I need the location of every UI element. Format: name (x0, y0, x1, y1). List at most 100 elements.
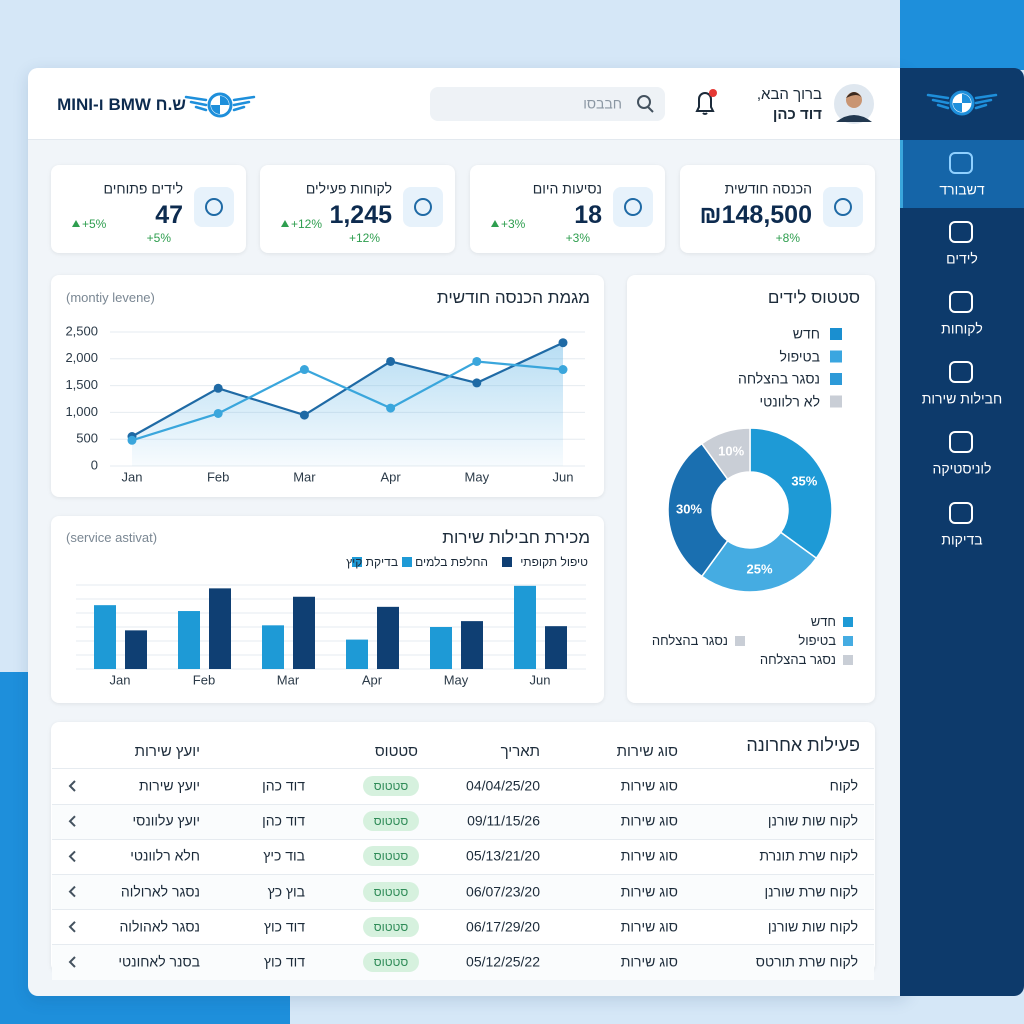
sidebar-active (900, 140, 1024, 208)
accent-top (900, 0, 1024, 70)
kpi-badge: +5% (82, 216, 107, 231)
legend-label: חדש (792, 325, 820, 342)
legend-label: נסגר בהצלחה (651, 633, 728, 649)
chart-subtitle: (montiy levene) (66, 290, 155, 306)
status-pill (363, 881, 419, 902)
table-row (52, 768, 874, 803)
kpi-delta: +8% (775, 230, 800, 245)
table-cell: דוד כוץ (263, 918, 305, 935)
kpi-label: לידים פתוחים (103, 180, 183, 197)
table-cell: 04/04/25/20 (466, 777, 540, 794)
kpi-badge: +3% (501, 216, 526, 231)
table-cell: 09/11/15/26 (467, 812, 540, 829)
status-badge: סטטוס (373, 813, 409, 828)
column-header: סוג שירות (616, 743, 678, 760)
table-cell: לקוח שרת תונרת (759, 847, 858, 864)
brand: ש.ח BMW ו-MINI (57, 94, 186, 114)
table-cell: בוץ כץ (267, 883, 305, 900)
legend-label: בטיפול (779, 348, 820, 365)
kpi-value: ₪148,500 (699, 201, 812, 229)
table-cell: בסנר לאחונטי (118, 953, 200, 970)
status-pill (363, 811, 419, 832)
kpi-value: 47 (155, 201, 183, 229)
kpi-icon (823, 187, 863, 227)
status-pill (363, 952, 419, 972)
nav-item[interactable]: לוניסטיקה (932, 460, 992, 477)
status-badge: סטטוס (373, 778, 409, 793)
user-name: דוד כהן (772, 106, 822, 123)
legend-label: בטיפול (798, 633, 836, 649)
column-header: תאריך (500, 743, 540, 760)
table-cell: לקוח שרת שורנן (764, 883, 858, 900)
table-row (52, 909, 874, 944)
table-row (52, 803, 874, 839)
kpi-badge: +12% (291, 216, 323, 231)
table-cell: בוד כיץ (263, 847, 305, 864)
chart-card (51, 516, 604, 703)
table-cell: לקוח שות שורנן (767, 812, 858, 829)
column-header: יועץ שירות (134, 743, 200, 760)
table-cell: 06/07/23/20 (466, 883, 540, 900)
chart-title: מכירת חבילות שירות (442, 527, 590, 547)
table-row (52, 874, 874, 910)
legend-label: נסגר בהצלחה (737, 370, 820, 387)
table-cell: נסגר לארולוה (120, 883, 200, 900)
greeting: ברוך הבא, (756, 86, 822, 103)
nav-item[interactable]: חבילות שירות (921, 390, 1003, 407)
kpi-label: לקוחות פעילים (305, 180, 392, 197)
kpi-label: הכנסה חודשית (724, 180, 812, 197)
kpi-delta: +5% (146, 230, 171, 245)
kpi-value: 18 (574, 201, 602, 229)
kpi-icon (613, 187, 653, 227)
column-header: סטטוס (374, 743, 418, 760)
table-cell: יועץ עלוונסי (132, 812, 200, 829)
table-cell: סוג שירות (620, 918, 678, 935)
status-badge: סטטוס (373, 919, 409, 934)
table-cell: סוג שירות (620, 777, 678, 794)
table-cell: סוג שירות (620, 847, 678, 864)
legend-label: נסגר בהצלחה (759, 652, 836, 668)
status-badge: סטטוס (373, 884, 409, 899)
table-row (52, 838, 874, 874)
legend-label: טיפול תקופתי (520, 554, 588, 569)
chart-subtitle: (service astivat) (66, 530, 158, 546)
status-pill (363, 916, 419, 937)
status-pill (363, 776, 419, 796)
table-cell: סוג שירות (620, 953, 678, 970)
chart-title: מגמת הכנסה חודשית (436, 287, 590, 307)
table-cell: דוד כוץ (263, 953, 305, 970)
table-cell: חלא רלוונטי (130, 847, 200, 864)
table-row (52, 944, 874, 980)
table-cell: לקוח (829, 777, 858, 794)
table-cell: 06/17/29/20 (466, 918, 540, 935)
search-box (430, 87, 665, 121)
kpi-label: נסיעות היום (532, 180, 602, 197)
legend-label: בדיקת קיץ (346, 554, 398, 569)
table-card (51, 722, 875, 972)
table-cell: סוג שירות (620, 883, 678, 900)
table-cell: סוג שירות (620, 812, 678, 829)
chart-title: סטטוס לידים (767, 287, 860, 307)
nav-item[interactable]: דשבורד (939, 181, 985, 198)
table-cell: לקוח שות שורנן (767, 918, 858, 935)
kpi-icon (194, 187, 234, 227)
table-cell: דוד כהן (262, 812, 305, 829)
nav-item[interactable]: לידים (946, 250, 978, 267)
table-cell: דוד כהן (262, 777, 305, 794)
table-cell: 05/13/21/20 (466, 847, 540, 864)
table-cell: יועץ שירות (138, 777, 200, 794)
kpi-icon (403, 187, 443, 227)
status-badge: סטטוס (373, 849, 409, 864)
legend-label: החלפת בלמים (415, 554, 488, 569)
chart-card (51, 275, 604, 497)
legend-label: חדש (810, 614, 836, 630)
nav-item[interactable]: בדיקות (941, 531, 983, 548)
table-cell: 05/12/25/22 (466, 953, 540, 970)
table-title: פעילות אחרונה (746, 735, 860, 756)
status-badge: סטטוס (373, 954, 409, 969)
kpi-delta: +12% (348, 230, 380, 245)
search-input[interactable]: חבבסו (583, 95, 622, 112)
table-cell: לקוח שרת תורטס (755, 953, 858, 970)
nav-item[interactable]: לקוחות (941, 320, 983, 337)
